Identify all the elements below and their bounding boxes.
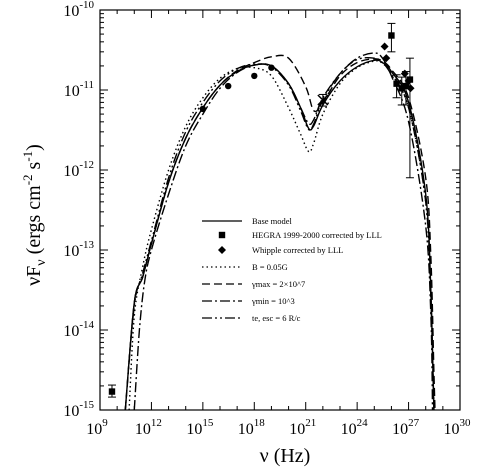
axis-ticks: 109 1012 1015 1018 1021 1024 1027 1030 10-15 10-1… <box>63 0 471 438</box>
data-point-square <box>388 32 395 39</box>
data-point-circle <box>268 64 275 71</box>
x-tick-label: 1015 <box>186 417 214 438</box>
data-point-diamond <box>218 246 226 254</box>
data-point-x <box>317 94 329 106</box>
legend-label: B = 0.05G <box>252 262 288 272</box>
observation-points <box>107 22 415 398</box>
legend-label: te, esc = 6 R/c <box>252 313 301 323</box>
x-tick-label: 1021 <box>289 417 316 438</box>
y-tick-label: 10-12 <box>63 159 94 180</box>
data-point-square <box>402 82 410 90</box>
data-point-diamond <box>404 76 413 85</box>
data-point-square <box>393 80 400 87</box>
x-tick-label: 1030 <box>444 417 472 438</box>
y-tick-label: 10-14 <box>63 319 94 340</box>
data-point-square <box>108 388 116 395</box>
x-tick-label: 1024 <box>341 417 369 438</box>
y-tick-label: 10-15 <box>63 399 94 420</box>
y-tick-label: 10-13 <box>63 239 94 260</box>
series-line <box>124 54 436 411</box>
data-point-circle <box>251 72 258 80</box>
data-point-diamond <box>380 42 389 51</box>
data-point-diamond <box>382 54 391 63</box>
legend-label: γmax = 2×10^7 <box>251 279 305 289</box>
y-tick-label: 10-10 <box>63 0 94 20</box>
y-axis-title: νFν (ergs cm-2 s-1) <box>20 144 49 286</box>
data-point-square <box>218 231 226 239</box>
data-point-diamond <box>406 84 415 93</box>
x-axis-title: ν (Hz) <box>260 445 311 467</box>
x-tick-label: 1012 <box>135 417 162 438</box>
y-tick-label: 10-11 <box>64 79 94 100</box>
data-point-square <box>398 85 405 92</box>
legend-label: γmin = 10^3 <box>251 296 295 306</box>
legend-label: Whipple corrected by LLL <box>252 245 343 255</box>
data-point-circle <box>224 82 232 90</box>
legend-label: HEGRA 1999-2000 corrected by LLL <box>252 230 382 240</box>
x-tick-label: 109 <box>86 417 108 438</box>
series-line <box>133 52 434 411</box>
plot-frame <box>99 9 461 411</box>
x-tick-label: 1027 <box>392 417 420 438</box>
data-point-circle <box>199 105 207 113</box>
legend-label: Base model <box>252 216 293 226</box>
data-point-diamond <box>400 69 409 78</box>
x-tick-label: 1018 <box>238 417 265 438</box>
legend: Base model HEGRA 1999-2000 corrected by L… <box>202 216 382 323</box>
